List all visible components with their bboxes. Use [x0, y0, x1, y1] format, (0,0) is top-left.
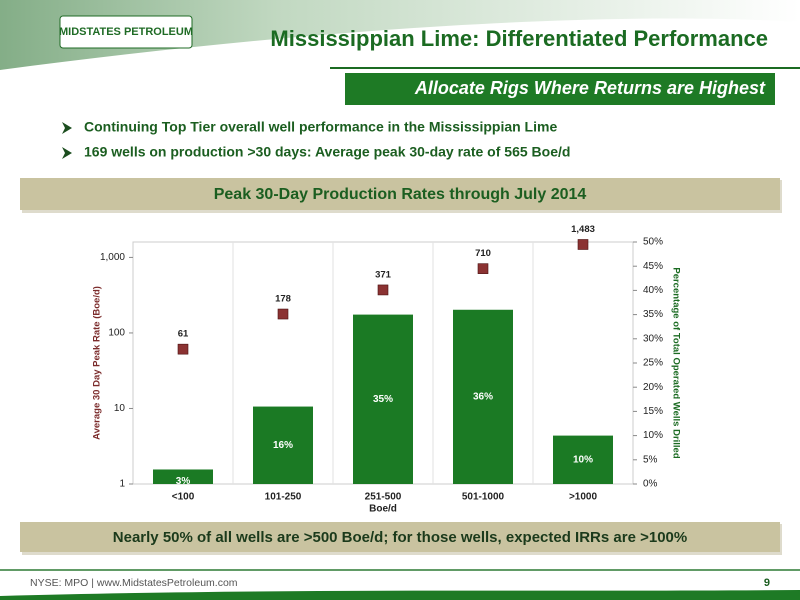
y2-tick-label: 35%: [643, 309, 663, 320]
bar: [553, 435, 613, 484]
y2-tick-label: 45%: [643, 261, 663, 272]
y2-tick-label: 20%: [643, 382, 663, 393]
y-tick-label: 1: [119, 479, 125, 490]
logo-box: [59, 15, 193, 49]
x-axis-label: Boe/d: [369, 504, 397, 515]
conclusion-box: [20, 522, 780, 552]
marker-label: 1,483: [571, 224, 595, 235]
footer-swoosh: [0, 590, 800, 600]
bar: [253, 406, 313, 484]
x-tick-label: <100: [172, 492, 195, 503]
logo: MIDSTATES PETROLEUM: [59, 26, 193, 38]
bullet-arrow: [62, 122, 72, 134]
bar: [453, 309, 513, 484]
y2-tick-label: 15%: [643, 406, 663, 417]
marker: [277, 308, 289, 320]
y-tick-label: 1,000: [100, 252, 125, 263]
x-tick-label: >1000: [569, 492, 598, 503]
marker-label: 371: [375, 269, 392, 280]
page-number: 9: [764, 577, 770, 589]
x-tick-label: 251-500: [365, 492, 402, 503]
bar-label: 36%: [473, 392, 493, 403]
marker: [177, 343, 189, 355]
subtitle-banner: [345, 73, 775, 105]
x-tick-label: 101-250: [265, 492, 302, 503]
y-tick-label: 100: [108, 328, 125, 339]
y2-tick-label: 25%: [643, 358, 663, 369]
y2-axis-label: Percentage of Total Operated Wells Drill…: [670, 267, 681, 458]
bullet: 169 wells on production >30 days: Averag…: [84, 144, 570, 160]
plot: 1 10 100 1,000 0% 5% 10% 15% 20% 25% 30% 35% 40% 45% 5…: [92, 224, 682, 515]
footer-text: NYSE: MPO | www.MidstatesPetroleum.com: [30, 577, 238, 589]
y-axis-label: Average 30 Day Peak Rate (Boe/d): [92, 286, 103, 440]
y2-tick-label: 10%: [643, 430, 663, 441]
slide-title: Mississippian Lime: Differentiated Perfo…: [270, 26, 768, 51]
marker-label: 178: [275, 294, 291, 305]
header-swoosh: [0, 0, 800, 70]
x-tick-label: 501-1000: [462, 492, 505, 503]
bar: [353, 314, 413, 484]
bullet: Continuing Top Tier overall well perform…: [84, 119, 557, 135]
chart-title: Peak 30-Day Production Rates through Jul…: [214, 186, 587, 203]
y2-tick-label: 0%: [643, 479, 658, 490]
y2-tick-label: 30%: [643, 333, 663, 344]
bar: [153, 469, 213, 484]
bar-label: 10%: [573, 454, 593, 465]
bar-label: 16%: [273, 440, 293, 451]
marker: [577, 239, 589, 250]
bar-label: 35%: [373, 394, 393, 405]
bar-label: 3%: [176, 476, 191, 487]
chart-title-box: [20, 178, 780, 210]
conclusion: Nearly 50% of all wells are >500 Boe/d; …: [113, 529, 687, 546]
y2-tick-label: 40%: [643, 285, 663, 296]
y-tick-label: 10: [114, 403, 126, 414]
marker-label: 61: [178, 329, 189, 340]
y2-tick-label: 50%: [643, 237, 663, 248]
marker: [377, 284, 389, 296]
bullet-arrow: [62, 147, 72, 159]
subtitle: Allocate Rigs Where Returns are Highest: [414, 78, 766, 98]
y2-tick-label: 5%: [643, 454, 658, 465]
marker-label: 710: [475, 248, 491, 259]
marker: [477, 263, 489, 274]
